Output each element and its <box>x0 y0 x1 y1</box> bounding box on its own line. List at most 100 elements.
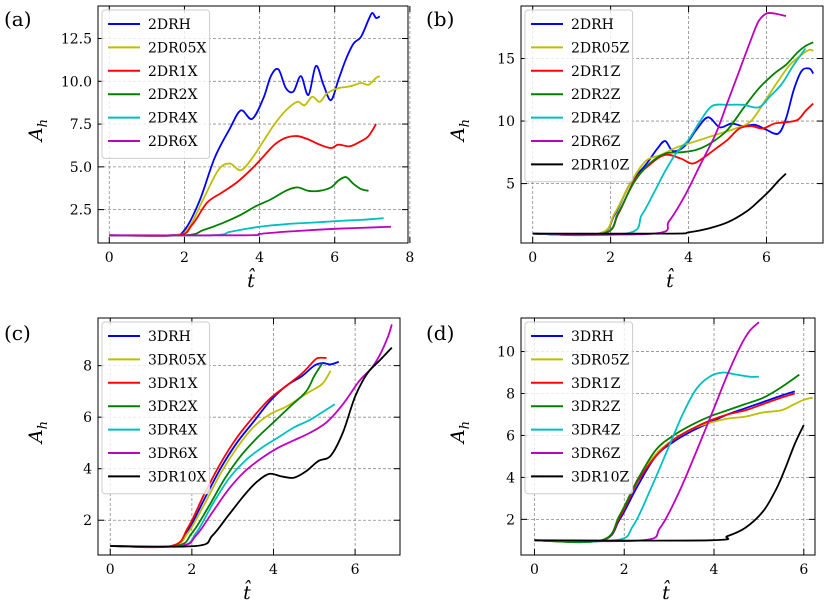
x-tick-label: 2 <box>180 250 189 266</box>
x-tick-label: 2 <box>187 562 196 578</box>
series-group <box>532 11 815 237</box>
legend-frame <box>101 321 211 495</box>
series-line-3dr4x <box>110 403 336 548</box>
y-tick-label: 12.5 <box>61 32 92 48</box>
x-tick-label: 8 <box>405 250 414 266</box>
legend-label: 2DR2Z <box>571 87 621 103</box>
legend-label: 3DR4X <box>148 423 198 439</box>
series-line-2dr4x <box>109 217 384 237</box>
series-line-3dr4z <box>534 371 759 543</box>
legend-label: 3DR2Z <box>571 399 621 415</box>
x-tick-label: 0 <box>106 562 115 578</box>
series-line-2dr1x <box>109 123 377 237</box>
legend-label: 2DR1Z <box>571 64 621 80</box>
legend-label: 2DR4X <box>148 111 198 127</box>
y-tick-label: 10 <box>497 345 515 361</box>
x-tick-label: 6 <box>351 562 360 578</box>
y-tick-label: 2.5 <box>70 203 92 219</box>
x-tick-label: 0 <box>528 250 537 266</box>
legend-label: 3DR6X <box>148 446 198 462</box>
legend-label: 2DR1X <box>148 64 198 80</box>
series-group <box>534 321 813 544</box>
x-axis-label: t̂ <box>247 267 255 292</box>
legend-label: 2DR05X <box>148 40 206 56</box>
y-tick-label: 5.0 <box>70 160 92 176</box>
grid <box>521 318 815 555</box>
series-line-3dr05x <box>110 370 332 548</box>
x-tick-label: 4 <box>269 562 278 578</box>
series-line-2drh <box>109 11 381 237</box>
ticks: 0 2 4 6 5 10 15 <box>497 6 823 266</box>
y-tick-label: 8 <box>506 387 515 403</box>
legend-label: 3DRH <box>148 329 191 345</box>
legend-label: 2DR6X <box>148 134 198 150</box>
series-group <box>109 11 392 237</box>
series-line-3dr2x <box>110 362 324 548</box>
x-axis-label: t̂ <box>243 579 251 604</box>
legend: 3DRH 3DR05X 3DR1X 3DR2X 3DR4X 3DR6X 3DR10X <box>101 321 211 495</box>
legend-label: 2DR6Z <box>571 134 621 150</box>
series-line-2dr2x <box>109 176 369 237</box>
panel-label: (d) <box>426 321 454 345</box>
legend-label: 3DR1Z <box>571 376 621 392</box>
x-tick-label: 4 <box>684 250 693 266</box>
legend-label: 3DR05X <box>148 352 206 368</box>
legend-label: 2DRH <box>148 17 191 33</box>
x-tick-label: 6 <box>330 250 339 266</box>
ticks: 0 2 4 6 8 2.5 5.0 7.5 10.0 12.5 <box>61 6 414 266</box>
panel-label: (c) <box>4 321 31 345</box>
legend-label: 3DRH <box>571 329 614 345</box>
legend: 3DRH 3DR05Z 3DR1Z 3DR2Z 3DR4Z 3DR6Z 3DR10Z <box>524 321 634 495</box>
x-tick-label: 6 <box>799 562 808 578</box>
y-tick-label: 6 <box>83 410 92 426</box>
legend: 2DRH 2DR05Z 2DR1Z 2DR2Z 2DR4Z 2DR6Z 2DR10Z <box>524 9 634 183</box>
x-tick-label: 4 <box>710 562 719 578</box>
legend-label: 3DR05Z <box>571 352 629 368</box>
y-tick-label: 7.5 <box>70 117 92 133</box>
legend-frame <box>524 9 634 183</box>
y-tick-label: 8 <box>83 359 92 375</box>
legend-label: 2DR4Z <box>571 111 621 127</box>
y-tick-label: 5 <box>506 177 515 193</box>
panel-b: 0 2 4 6 5 10 15 t̂ Ah (b) 2DRH 2DR05Z 2DR1Z 2DR2Z 2DR4… <box>426 5 824 292</box>
series-line-3dr1x <box>110 356 327 549</box>
plot-frame <box>520 317 816 556</box>
legend-label: 3DR4Z <box>571 423 621 439</box>
legend-frame <box>524 321 634 495</box>
x-axis-label: t̂ <box>666 267 674 292</box>
y-tick-label: 15 <box>497 52 515 68</box>
y-tick-label: 2 <box>506 512 515 528</box>
x-tick-label: 6 <box>762 250 771 266</box>
ticks: 0 2 4 6 2 4 6 8 10 <box>497 318 815 578</box>
series-line-3drh <box>534 390 796 543</box>
series-line-3dr10x <box>110 347 393 548</box>
y-tick-label: 4 <box>506 470 515 486</box>
legend-label: 3DR1X <box>148 376 198 392</box>
legend-label: 3DR10Z <box>571 469 629 485</box>
legend-label: 3DR2X <box>148 399 198 415</box>
series-line-3dr10z <box>534 424 805 542</box>
panel-label: (a) <box>4 7 32 31</box>
panel-label: (b) <box>426 7 454 31</box>
legend-label: 2DR10Z <box>571 157 629 173</box>
series-line-2dr05z <box>532 48 814 237</box>
series-line-2dr4z <box>532 47 807 236</box>
panel-c: 0 2 4 6 2 4 6 8 t̂ Ah (c) 3DRH 3DR05X 3DR1X 3DR2X 3DR4X… <box>4 317 401 604</box>
y-axis-label: Ah <box>25 119 51 143</box>
series-group <box>110 324 393 549</box>
legend: 2DRH 2DR05X 2DR1X 2DR2X 2DR4X 2DR6X <box>101 9 211 159</box>
x-tick-label: 0 <box>530 562 539 578</box>
y-axis-label: Ah <box>447 119 473 143</box>
y-axis-label: Ah <box>447 421 473 445</box>
x-axis-label: t̂ <box>662 579 670 604</box>
series-line-3dr1z <box>534 392 796 543</box>
series-line-2dr10z <box>532 172 787 235</box>
series-line-2dr6x <box>109 225 392 237</box>
x-tick-label: 2 <box>620 562 629 578</box>
y-tick-label: 4 <box>83 462 92 478</box>
series-line-2dr05x <box>109 75 381 237</box>
series-line-3dr6z <box>534 321 760 543</box>
legend-label: 2DR05Z <box>571 40 629 56</box>
